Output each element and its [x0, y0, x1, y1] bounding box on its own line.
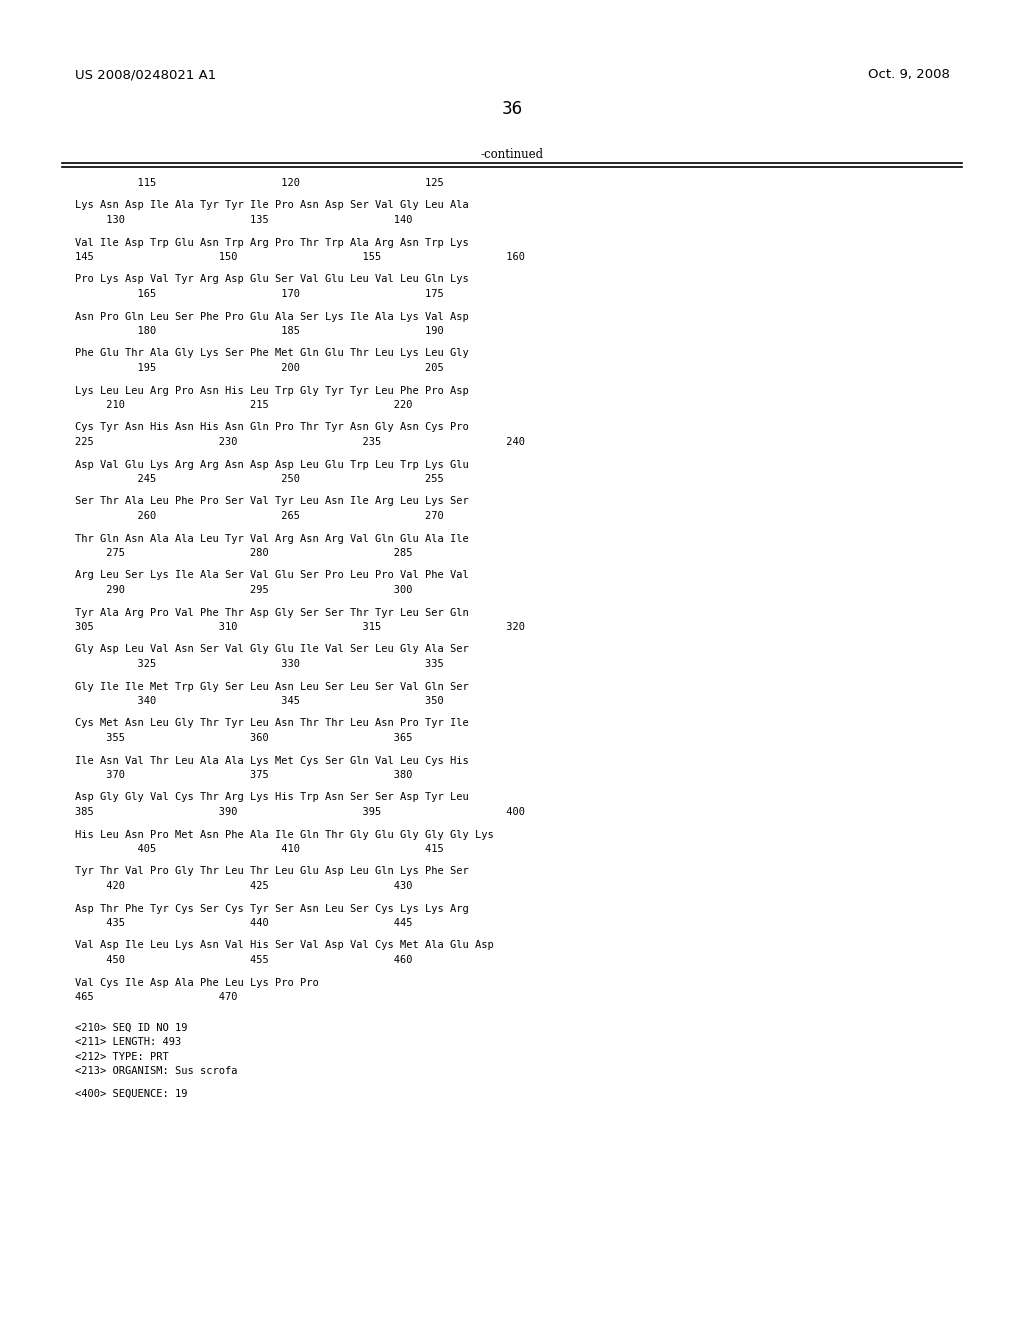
Text: US 2008/0248021 A1: US 2008/0248021 A1 [75, 69, 216, 81]
Text: Tyr Thr Val Pro Gly Thr Leu Thr Leu Glu Asp Leu Gln Lys Phe Ser: Tyr Thr Val Pro Gly Thr Leu Thr Leu Glu … [75, 866, 469, 876]
Text: 420                    425                    430: 420 425 430 [75, 880, 413, 891]
Text: Lys Leu Leu Arg Pro Asn His Leu Trp Gly Tyr Tyr Leu Phe Pro Asp: Lys Leu Leu Arg Pro Asn His Leu Trp Gly … [75, 385, 469, 396]
Text: 130                    135                    140: 130 135 140 [75, 215, 413, 224]
Text: 165                    170                    175: 165 170 175 [75, 289, 443, 300]
Text: Asp Thr Phe Tyr Cys Ser Cys Tyr Ser Asn Leu Ser Cys Lys Lys Arg: Asp Thr Phe Tyr Cys Ser Cys Tyr Ser Asn … [75, 903, 469, 913]
Text: Gly Ile Ile Met Trp Gly Ser Leu Asn Leu Ser Leu Ser Val Gln Ser: Gly Ile Ile Met Trp Gly Ser Leu Asn Leu … [75, 681, 469, 692]
Text: Cys Tyr Asn His Asn His Asn Gln Pro Thr Tyr Asn Gly Asn Cys Pro: Cys Tyr Asn His Asn His Asn Gln Pro Thr … [75, 422, 469, 433]
Text: Phe Glu Thr Ala Gly Lys Ser Phe Met Gln Glu Thr Leu Lys Leu Gly: Phe Glu Thr Ala Gly Lys Ser Phe Met Gln … [75, 348, 469, 359]
Text: Asn Pro Gln Leu Ser Phe Pro Glu Ala Ser Lys Ile Ala Lys Val Asp: Asn Pro Gln Leu Ser Phe Pro Glu Ala Ser … [75, 312, 469, 322]
Text: 405                    410                    415: 405 410 415 [75, 843, 443, 854]
Text: 450                    455                    460: 450 455 460 [75, 954, 413, 965]
Text: 225                    230                    235                    240: 225 230 235 240 [75, 437, 525, 447]
Text: <400> SEQUENCE: 19: <400> SEQUENCE: 19 [75, 1089, 187, 1098]
Text: 260                    265                    270: 260 265 270 [75, 511, 443, 521]
Text: Ser Thr Ala Leu Phe Pro Ser Val Tyr Leu Asn Ile Arg Leu Lys Ser: Ser Thr Ala Leu Phe Pro Ser Val Tyr Leu … [75, 496, 469, 507]
Text: 325                    330                    335: 325 330 335 [75, 659, 443, 669]
Text: 195                    200                    205: 195 200 205 [75, 363, 443, 374]
Text: 180                    185                    190: 180 185 190 [75, 326, 443, 337]
Text: Arg Leu Ser Lys Ile Ala Ser Val Glu Ser Pro Leu Pro Val Phe Val: Arg Leu Ser Lys Ile Ala Ser Val Glu Ser … [75, 570, 469, 581]
Text: <211> LENGTH: 493: <211> LENGTH: 493 [75, 1038, 181, 1047]
Text: 290                    295                    300: 290 295 300 [75, 585, 413, 595]
Text: 115                    120                    125: 115 120 125 [75, 178, 443, 187]
Text: Ile Asn Val Thr Leu Ala Ala Lys Met Cys Ser Gln Val Leu Cys His: Ile Asn Val Thr Leu Ala Ala Lys Met Cys … [75, 755, 469, 766]
Text: 370                    375                    380: 370 375 380 [75, 770, 413, 780]
Text: Lys Asn Asp Ile Ala Tyr Tyr Ile Pro Asn Asp Ser Val Gly Leu Ala: Lys Asn Asp Ile Ala Tyr Tyr Ile Pro Asn … [75, 201, 469, 210]
Text: 245                    250                    255: 245 250 255 [75, 474, 443, 484]
Text: 355                    360                    365: 355 360 365 [75, 733, 413, 743]
Text: 36: 36 [502, 100, 522, 117]
Text: Asp Val Glu Lys Arg Arg Asn Asp Asp Leu Glu Trp Leu Trp Lys Glu: Asp Val Glu Lys Arg Arg Asn Asp Asp Leu … [75, 459, 469, 470]
Text: 275                    280                    285: 275 280 285 [75, 548, 413, 558]
Text: -continued: -continued [480, 148, 544, 161]
Text: 340                    345                    350: 340 345 350 [75, 696, 443, 706]
Text: Val Ile Asp Trp Glu Asn Trp Arg Pro Thr Trp Ala Arg Asn Trp Lys: Val Ile Asp Trp Glu Asn Trp Arg Pro Thr … [75, 238, 469, 248]
Text: Pro Lys Asp Val Tyr Arg Asp Glu Ser Val Glu Leu Val Leu Gln Lys: Pro Lys Asp Val Tyr Arg Asp Glu Ser Val … [75, 275, 469, 285]
Text: <212> TYPE: PRT: <212> TYPE: PRT [75, 1052, 169, 1061]
Text: Val Asp Ile Leu Lys Asn Val His Ser Val Asp Val Cys Met Ala Glu Asp: Val Asp Ile Leu Lys Asn Val His Ser Val … [75, 940, 494, 950]
Text: 305                    310                    315                    320: 305 310 315 320 [75, 622, 525, 632]
Text: 145                    150                    155                    160: 145 150 155 160 [75, 252, 525, 261]
Text: Oct. 9, 2008: Oct. 9, 2008 [868, 69, 950, 81]
Text: 465                    470: 465 470 [75, 993, 238, 1002]
Text: Cys Met Asn Leu Gly Thr Tyr Leu Asn Thr Thr Leu Asn Pro Tyr Ile: Cys Met Asn Leu Gly Thr Tyr Leu Asn Thr … [75, 718, 469, 729]
Text: His Leu Asn Pro Met Asn Phe Ala Ile Gln Thr Gly Glu Gly Gly Gly Lys: His Leu Asn Pro Met Asn Phe Ala Ile Gln … [75, 829, 494, 840]
Text: <210> SEQ ID NO 19: <210> SEQ ID NO 19 [75, 1023, 187, 1032]
Text: Gly Asp Leu Val Asn Ser Val Gly Glu Ile Val Ser Leu Gly Ala Ser: Gly Asp Leu Val Asn Ser Val Gly Glu Ile … [75, 644, 469, 655]
Text: Thr Gln Asn Ala Ala Leu Tyr Val Arg Asn Arg Val Gln Glu Ala Ile: Thr Gln Asn Ala Ala Leu Tyr Val Arg Asn … [75, 533, 469, 544]
Text: 210                    215                    220: 210 215 220 [75, 400, 413, 411]
Text: Val Cys Ile Asp Ala Phe Leu Lys Pro Pro: Val Cys Ile Asp Ala Phe Leu Lys Pro Pro [75, 978, 318, 987]
Text: <213> ORGANISM: Sus scrofa: <213> ORGANISM: Sus scrofa [75, 1067, 238, 1076]
Text: 435                    440                    445: 435 440 445 [75, 917, 413, 928]
Text: Tyr Ala Arg Pro Val Phe Thr Asp Gly Ser Ser Thr Tyr Leu Ser Gln: Tyr Ala Arg Pro Val Phe Thr Asp Gly Ser … [75, 607, 469, 618]
Text: Asp Gly Gly Val Cys Thr Arg Lys His Trp Asn Ser Ser Asp Tyr Leu: Asp Gly Gly Val Cys Thr Arg Lys His Trp … [75, 792, 469, 803]
Text: 385                    390                    395                    400: 385 390 395 400 [75, 807, 525, 817]
